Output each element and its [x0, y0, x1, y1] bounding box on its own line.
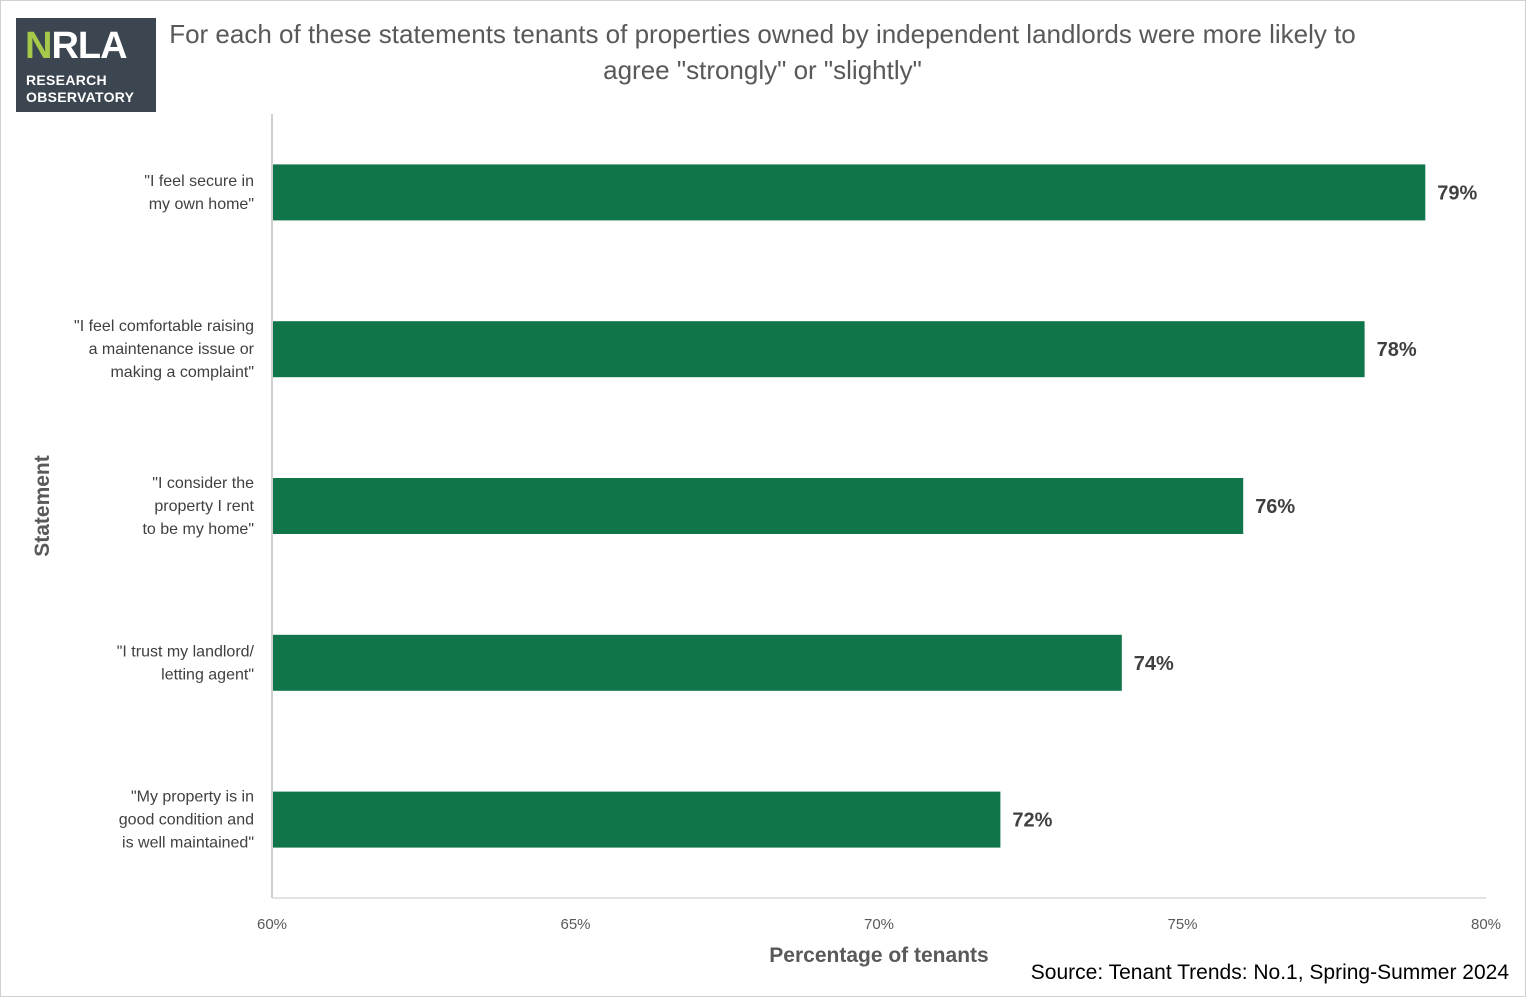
value-label-3: 76%	[1255, 496, 1295, 518]
category-label-2-line-3: making a complaint"	[110, 364, 254, 381]
category-label-2-line-1: "I feel comfortable raising	[74, 318, 254, 335]
value-label-5: 72%	[1012, 810, 1052, 832]
category-label-3-line-3: to be my home"	[142, 521, 254, 538]
chart-title: For each of these statements tenants of …	[169, 19, 1356, 85]
logo-line-observatory: OBSERVATORY	[26, 89, 135, 105]
x-tick-label-3: 70%	[864, 916, 894, 933]
category-label-5-line-1: "My property is in	[131, 789, 254, 806]
category-label-4-line-1: "I trust my landlord/	[117, 643, 255, 660]
x-tick-label-5: 80%	[1471, 916, 1501, 933]
category-label-5-line-2: good condition and	[119, 812, 254, 829]
bar-5	[273, 791, 1001, 848]
x-tick-label-1: 60%	[257, 916, 287, 933]
value-label-1: 79%	[1437, 182, 1477, 204]
category-label-1-line-2: my own home"	[149, 196, 254, 213]
category-label-3-line-2: property I rent	[154, 498, 254, 515]
category-label-2-line-2: a maintenance issue or	[89, 341, 255, 358]
bar-1	[273, 164, 1426, 221]
x-tick-label-2: 65%	[560, 916, 590, 933]
bar-3	[273, 478, 1244, 534]
x-tick-label-4: 75%	[1167, 916, 1197, 933]
value-label-2: 78%	[1377, 339, 1417, 361]
category-label-4-line-2: letting agent"	[161, 666, 254, 683]
logo-line-research: RESEARCH	[26, 72, 107, 88]
y-axis-title: Statement	[31, 455, 54, 557]
source-note: Source: Tenant Trends: No.1, Spring-Summ…	[1030, 961, 1509, 984]
value-label-4: 74%	[1134, 653, 1174, 675]
x-axis-title: Percentage of tenants	[769, 944, 988, 967]
category-label-1-line-1: "I feel secure in	[144, 173, 254, 190]
category-label-3-line-1: "I consider the	[152, 475, 254, 492]
logo-mark: NRLA	[25, 25, 128, 67]
category-label-5-line-3: is well maintained"	[122, 835, 254, 852]
nrla-logo: NRLA RESEARCH OBSERVATORY	[16, 18, 156, 112]
bar-2	[273, 321, 1365, 378]
bar-4	[273, 634, 1122, 691]
